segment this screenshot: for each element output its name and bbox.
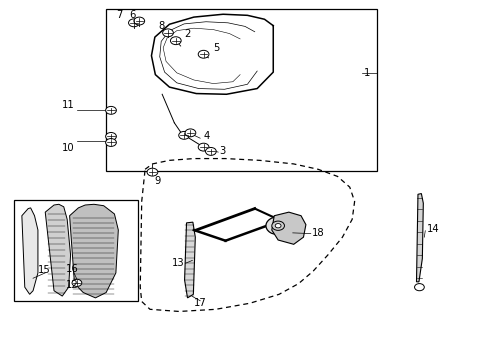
Polygon shape [70,204,118,298]
Circle shape [415,284,424,291]
Circle shape [198,50,209,58]
Circle shape [179,131,190,139]
Polygon shape [416,194,423,282]
Text: 7: 7 [116,10,122,19]
Bar [14,200,138,301]
Text: 13: 13 [172,258,184,268]
Text: 3: 3 [220,146,226,156]
Text: 5: 5 [213,43,220,53]
Polygon shape [272,212,306,244]
Text: 1: 1 [365,68,371,78]
Circle shape [272,221,285,230]
Circle shape [106,139,116,147]
Circle shape [72,279,82,287]
Text: 4: 4 [203,131,210,141]
Circle shape [163,29,173,37]
Polygon shape [22,208,38,294]
Text: 10: 10 [62,143,74,153]
Circle shape [128,19,139,27]
Circle shape [147,168,158,176]
Text: 2: 2 [184,29,191,39]
Text: 8: 8 [158,21,165,31]
Text: 6: 6 [129,10,136,19]
Circle shape [185,129,196,137]
Circle shape [106,132,116,140]
Circle shape [171,37,181,45]
Circle shape [205,148,216,156]
Text: 11: 11 [62,100,74,110]
Circle shape [275,224,281,228]
Polygon shape [45,204,71,296]
Text: 18: 18 [312,228,325,238]
Bar [106,9,376,171]
Text: 9: 9 [155,176,161,186]
Text: 16: 16 [66,264,79,274]
Circle shape [266,217,290,235]
Text: 14: 14 [427,224,440,234]
Text: 15: 15 [38,265,50,275]
Text: 12: 12 [66,280,78,290]
Polygon shape [185,222,196,298]
Circle shape [134,17,145,25]
Text: 17: 17 [194,297,207,307]
Circle shape [198,143,209,151]
Circle shape [106,107,116,114]
